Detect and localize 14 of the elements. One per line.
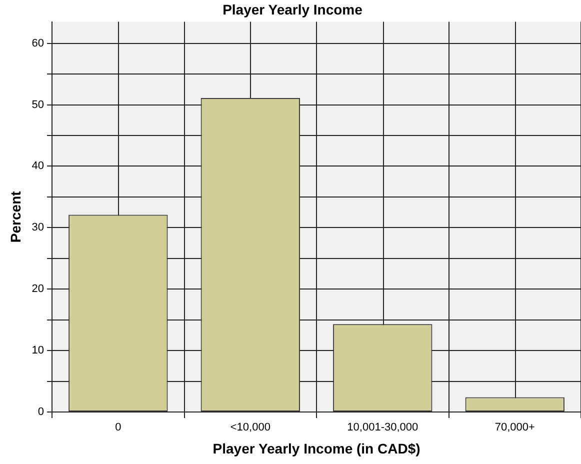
x-axis-title: Player Yearly Income (in CAD$) [212, 440, 420, 456]
x-tick-label: <10,000 [230, 422, 270, 434]
x-tick-label: 70,000+ [494, 422, 535, 434]
y-tick-label: 20 [32, 283, 44, 296]
y-axis-title: Percent [7, 190, 24, 243]
y-tick-label: 60 [32, 37, 44, 50]
y-tick-label: 0 [38, 406, 44, 418]
x-tick-label: 0 [115, 422, 122, 434]
y-tick-label: 40 [32, 160, 44, 172]
x-tick-label: 10,001-30,000 [347, 422, 418, 434]
chart-title: Player Yearly Income [222, 1, 363, 18]
y-tick-label: 10 [32, 344, 44, 357]
y-tick-label: 30 [32, 222, 44, 234]
y-tick-label: 50 [32, 98, 44, 111]
